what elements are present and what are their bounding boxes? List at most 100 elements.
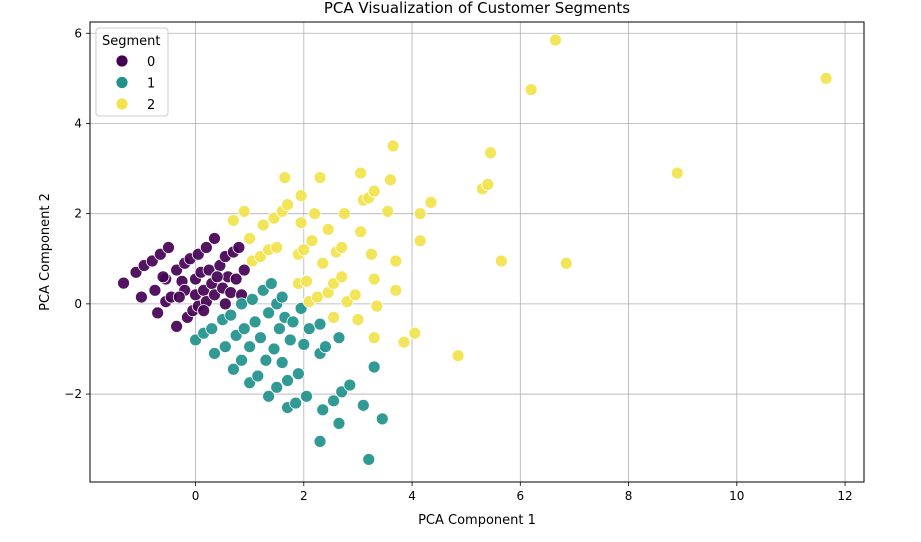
data-point-segment-2 [294, 189, 308, 203]
data-point-segment-1 [332, 331, 346, 345]
data-point-segment-1 [291, 367, 305, 381]
data-point-segment-1 [273, 322, 286, 336]
data-point-segment-2 [294, 216, 308, 230]
data-point-segment-2 [524, 83, 538, 97]
data-point-segment-1 [297, 338, 311, 351]
data-point-segment-1 [262, 389, 276, 403]
data-point-segment-1 [205, 322, 219, 336]
data-point-segment-0 [237, 263, 251, 277]
data-point-segment-1 [313, 317, 327, 331]
data-point-segment-2 [413, 234, 427, 248]
x-tick-label: 0 [192, 489, 200, 503]
y-tick-label: 4 [74, 116, 82, 130]
data-point-segment-0 [197, 304, 211, 318]
data-point-segment-1 [316, 403, 330, 417]
data-point-segment-2 [367, 184, 381, 198]
data-point-segment-1 [237, 322, 251, 336]
y-axis-label: PCA Component 2 [38, 193, 53, 311]
data-point-segment-2 [297, 243, 311, 257]
data-point-segment-0 [232, 241, 246, 254]
data-point-segment-2 [365, 247, 378, 261]
x-axis-label: PCA Component 1 [418, 513, 536, 528]
data-point-segment-2 [278, 171, 292, 184]
data-point-segment-1 [259, 353, 273, 367]
data-point-segment-0 [135, 290, 148, 304]
data-points [117, 33, 833, 466]
data-point-segment-2 [381, 205, 395, 218]
x-tick-label: 10 [729, 489, 744, 503]
data-point-segment-2 [451, 349, 465, 363]
data-point-segment-2 [408, 326, 422, 340]
data-point-segment-2 [494, 254, 508, 268]
data-point-segment-0 [156, 270, 170, 284]
legend-entries: 0 1 2 [115, 54, 155, 113]
y-tick-label: 6 [74, 26, 82, 40]
data-point-segment-2 [316, 256, 330, 270]
legend-label-segment-0: 0 [147, 55, 155, 70]
data-point-segment-1 [332, 416, 346, 430]
data-point-segment-1 [235, 353, 248, 367]
data-point-segment-1 [245, 292, 259, 306]
y-tick-label: 0 [74, 297, 82, 311]
data-point-segment-0 [170, 320, 184, 333]
data-point-segment-0 [117, 276, 130, 290]
data-point-segment-2 [237, 205, 251, 218]
data-point-segment-0 [148, 283, 162, 297]
data-point-segment-1 [275, 356, 289, 369]
data-point-segment-2 [270, 241, 284, 254]
data-point-segment-1 [208, 347, 221, 360]
data-point-segment-1 [227, 362, 240, 376]
data-point-segment-2 [354, 166, 368, 180]
data-point-segment-1 [224, 308, 238, 322]
legend-label-segment-2: 2 [147, 98, 155, 113]
data-point-segment-2 [367, 272, 381, 286]
data-point-segment-1 [281, 374, 294, 387]
data-point-segment-2 [300, 274, 313, 288]
data-point-segment-2 [819, 71, 833, 85]
data-point-segment-2 [327, 310, 340, 324]
data-point-segment-2 [351, 313, 365, 327]
y-tick-label: 2 [74, 207, 82, 221]
data-point-segment-2 [370, 299, 384, 313]
data-point-segment-1 [362, 453, 376, 466]
data-point-segment-0 [229, 272, 243, 286]
data-point-segment-1 [267, 342, 281, 356]
data-point-segment-1 [343, 378, 357, 392]
data-point-segment-2 [413, 207, 427, 221]
chart-title: PCA Visualization of Customer Segments [324, 0, 630, 17]
data-point-segment-1 [264, 277, 278, 290]
legend-marker-segment-0 [115, 54, 129, 68]
data-point-segment-1 [243, 340, 257, 354]
data-point-segment-0 [224, 286, 238, 299]
legend-label-segment-1: 1 [147, 77, 155, 92]
data-point-segment-2 [335, 270, 349, 284]
data-point-segment-2 [367, 331, 381, 345]
data-point-segment-2 [281, 198, 294, 212]
data-point-segment-2 [243, 232, 257, 245]
data-point-segment-2 [305, 234, 319, 248]
data-point-segment-1 [375, 412, 389, 426]
data-point-segment-1 [286, 315, 300, 329]
data-point-segment-1 [248, 315, 262, 329]
data-point-segment-0 [218, 297, 232, 311]
data-point-segment-1 [251, 369, 265, 383]
plot-area-frame [89, 21, 865, 483]
data-point-segment-1 [235, 297, 248, 311]
data-point-segment-2 [308, 207, 322, 221]
data-point-segment-2 [227, 214, 240, 227]
data-point-segment-2 [389, 283, 403, 297]
x-tick-label: 4 [408, 489, 416, 503]
x-tick-label: 8 [625, 489, 633, 503]
data-point-segment-2 [424, 195, 438, 209]
data-point-segment-2 [397, 335, 411, 349]
data-point-segment-1 [367, 360, 381, 374]
data-point-segment-1 [283, 333, 297, 347]
data-point-segment-1 [356, 398, 370, 412]
legend-box [95, 27, 169, 117]
data-point-segment-0 [172, 290, 186, 304]
data-point-segment-2 [256, 218, 270, 232]
data-point-segment-1 [300, 389, 313, 403]
